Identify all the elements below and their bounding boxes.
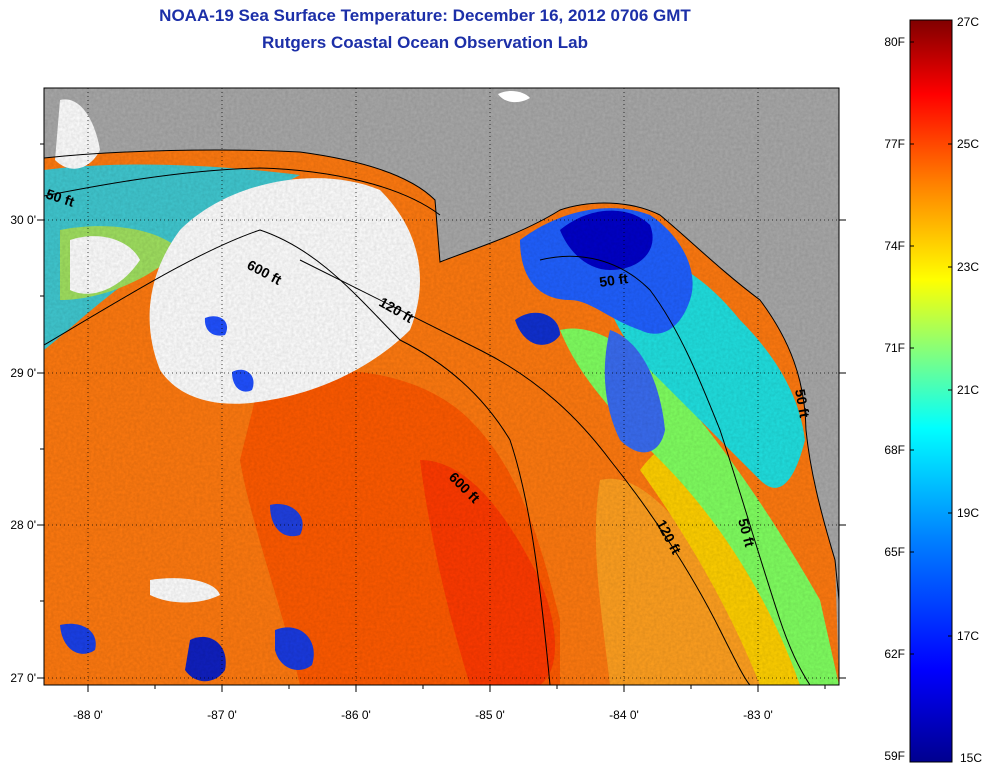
contour-120ft xyxy=(299,259,751,685)
contour-50ft-east xyxy=(539,255,811,685)
title-line-1: NOAA-19 Sea Surface Temperature: Decembe… xyxy=(159,6,691,25)
f-label: 62F xyxy=(884,647,905,661)
f-label: 65F xyxy=(884,545,905,559)
contour-label: 50 ft xyxy=(735,517,758,549)
colorbar-c-ticks xyxy=(948,143,952,637)
f-label: 77F xyxy=(884,137,905,151)
title-line-2: Rutgers Coastal Ocean Observation Lab xyxy=(262,33,588,52)
c-label: 15C xyxy=(960,751,982,765)
coastline xyxy=(44,149,839,601)
texture-overlay xyxy=(44,88,839,685)
c-label: 17C xyxy=(957,629,979,643)
lat-label: 29 0' xyxy=(10,366,36,380)
lon-label: -85 0' xyxy=(475,708,505,722)
contour-50ft-west xyxy=(44,167,441,216)
f-label: 68F xyxy=(884,443,905,457)
c-label: 25C xyxy=(957,137,979,151)
f-label: 80F xyxy=(884,35,905,49)
lon-label: -88 0' xyxy=(73,708,103,722)
contour-600ft xyxy=(44,229,551,685)
f-label: 71F xyxy=(884,341,905,355)
lat-label: 27 0' xyxy=(10,671,36,685)
lat-label: 28 0' xyxy=(10,518,36,532)
lon-label: -83 0' xyxy=(743,708,773,722)
contour-label: 50 ft xyxy=(598,270,629,290)
c-label: 23C xyxy=(957,260,979,274)
colorbar xyxy=(909,19,953,763)
cloud-speck xyxy=(498,91,530,103)
contour-label: 50 ft xyxy=(792,388,813,419)
lon-label: -84 0' xyxy=(609,708,639,722)
f-label: 59F xyxy=(884,749,905,763)
c-label: 19C xyxy=(957,506,979,520)
map-frame xyxy=(43,87,840,686)
c-label: 27C xyxy=(957,15,979,29)
colorbar-f-ticks xyxy=(910,41,914,655)
f-label: 74F xyxy=(884,239,905,253)
c-label: 21C xyxy=(957,383,979,397)
lon-label: -86 0' xyxy=(341,708,371,722)
lon-label: -87 0' xyxy=(207,708,237,722)
lat-label: 30 0' xyxy=(10,213,36,227)
gridlines xyxy=(44,88,839,685)
tick-marks xyxy=(37,143,846,692)
